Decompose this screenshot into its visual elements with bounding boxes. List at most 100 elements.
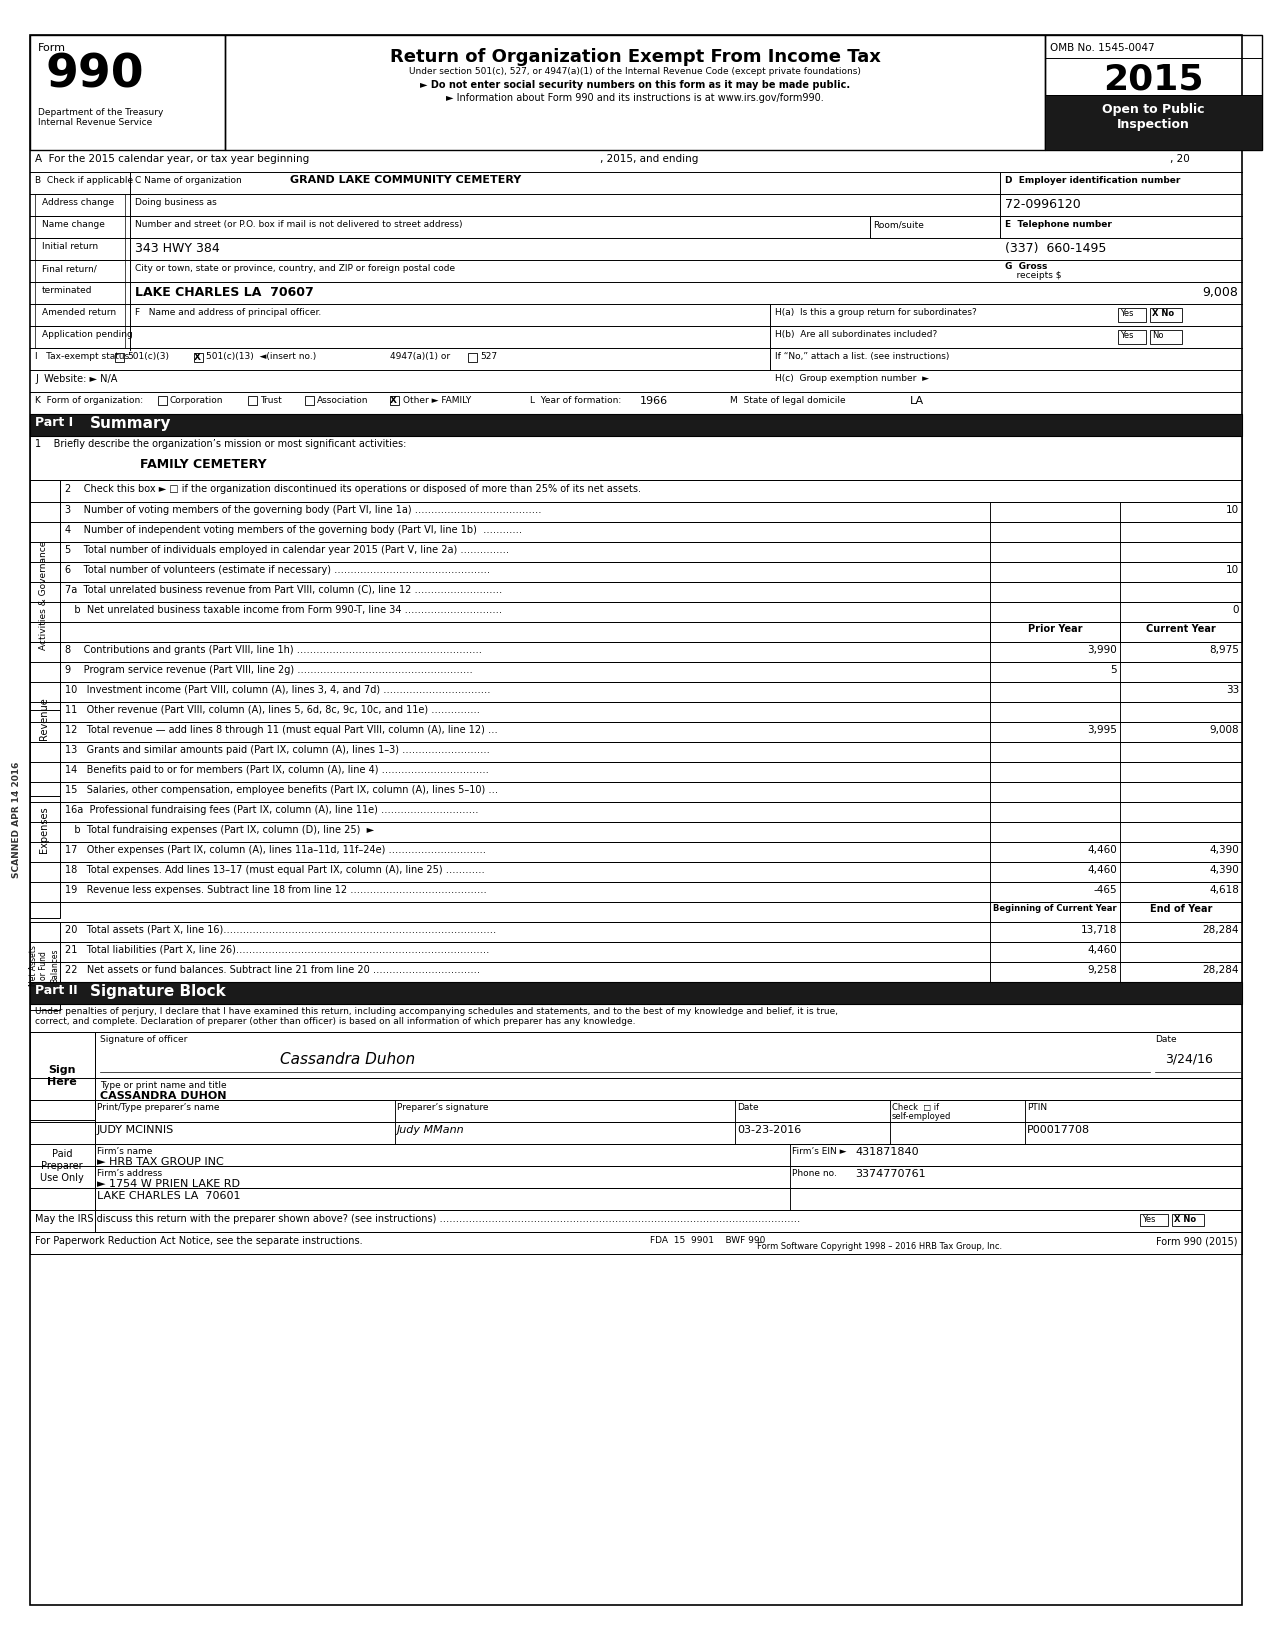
Text: 15   Salaries, other compensation, employee benefits (Part IX, column (A), lines: 15 Salaries, other compensation, employe… — [65, 786, 499, 796]
Text: City or town, state or province, country, and ZIP or foreign postal code: City or town, state or province, country… — [135, 264, 455, 273]
Text: 72-0996120: 72-0996120 — [1005, 198, 1081, 211]
Bar — [990, 722, 1121, 742]
Bar — [60, 761, 990, 782]
Text: 9    Program service revenue (Part VIII, line 2g) ………………………………………………: 9 Program service revenue (Part VIII, li… — [65, 665, 473, 674]
Bar — [1025, 1100, 1241, 1121]
Bar — [790, 1166, 1241, 1188]
Bar — [1046, 34, 1262, 151]
Bar — [1121, 802, 1241, 822]
Text: 1966: 1966 — [640, 396, 668, 406]
Bar — [990, 542, 1121, 561]
Text: GRAND LAKE COMMUNITY CEMETERY: GRAND LAKE COMMUNITY CEMETERY — [290, 175, 522, 185]
Text: 7a  Total unrelated business revenue from Part VIII, column (C), line 12 …………………: 7a Total unrelated business revenue from… — [65, 584, 502, 594]
Text: 0: 0 — [1233, 606, 1239, 616]
Text: Name change: Name change — [42, 219, 104, 229]
Bar — [1140, 1215, 1168, 1226]
Bar — [248, 396, 257, 404]
Text: 18   Total expenses. Add lines 13–17 (must equal Part IX, column (A), line 25) …: 18 Total expenses. Add lines 13–17 (must… — [65, 864, 485, 876]
Bar — [225, 34, 1046, 151]
Bar — [396, 1121, 735, 1144]
Text: Initial return: Initial return — [42, 242, 98, 250]
Bar — [60, 822, 990, 841]
Text: b  Total fundraising expenses (Part IX, column (D), line 25)  ►: b Total fundraising expenses (Part IX, c… — [65, 825, 374, 835]
Text: Activities & Governance: Activities & Governance — [39, 540, 48, 650]
Bar — [990, 963, 1121, 982]
Bar — [31, 435, 1241, 480]
Bar — [31, 34, 225, 151]
Text: Paid
Preparer
Use Only: Paid Preparer Use Only — [41, 1149, 84, 1182]
Bar — [60, 841, 990, 863]
Bar — [60, 583, 990, 602]
Text: 22   Net assets or fund balances. Subtract line 21 from line 20 ……………………………: 22 Net assets or fund balances. Subtract… — [65, 964, 480, 976]
Bar — [60, 802, 990, 822]
Bar — [790, 1188, 1241, 1210]
Bar — [60, 480, 1241, 503]
Bar — [36, 282, 125, 304]
Bar — [60, 661, 990, 683]
Text: 3,990: 3,990 — [1088, 645, 1117, 655]
Bar — [1121, 522, 1241, 542]
Bar — [60, 602, 990, 622]
Text: 33: 33 — [1226, 684, 1239, 696]
Text: Part II: Part II — [36, 984, 78, 997]
Bar — [1121, 602, 1241, 622]
Text: 13   Grants and similar amounts paid (Part IX, column (A), lines 1–3) ………………………: 13 Grants and similar amounts paid (Part… — [65, 745, 490, 755]
Bar — [990, 782, 1121, 802]
Bar — [1025, 1121, 1241, 1144]
Bar — [31, 982, 1241, 1003]
Text: Sign
Here: Sign Here — [47, 1066, 76, 1087]
Bar — [36, 216, 125, 237]
Text: -465: -465 — [1094, 886, 1117, 895]
Text: 28,284: 28,284 — [1202, 925, 1239, 935]
Text: 16a  Professional fundraising fees (Part IX, column (A), line 11e) …………………………: 16a Professional fundraising fees (Part … — [65, 805, 478, 815]
Text: H(b)  Are all subordinates included?: H(b) Are all subordinates included? — [775, 331, 937, 339]
Bar — [1121, 902, 1241, 922]
Text: 4,460: 4,460 — [1088, 945, 1117, 954]
Text: 20   Total assets (Part X, line 16)…………………………………………………………………………: 20 Total assets (Part X, line 16)…………………… — [65, 925, 496, 935]
Bar — [1121, 642, 1241, 661]
Text: G  Gross: G Gross — [1005, 262, 1047, 272]
Bar — [31, 922, 60, 1010]
Text: LAKE CHARLES LA  70601: LAKE CHARLES LA 70601 — [97, 1192, 240, 1202]
Bar — [735, 1100, 890, 1121]
Text: 3    Number of voting members of the governing body (Part VI, line 1a) ………………………: 3 Number of voting members of the govern… — [65, 504, 542, 516]
Text: receipts $: receipts $ — [1005, 272, 1062, 280]
Bar — [158, 396, 167, 404]
Text: LA: LA — [909, 396, 925, 406]
Text: X: X — [391, 396, 397, 404]
Text: F   Name and address of principal officer.: F Name and address of principal officer. — [135, 308, 322, 318]
Bar — [1121, 761, 1241, 782]
Text: Prior Year: Prior Year — [1028, 624, 1082, 634]
Bar — [31, 1100, 95, 1233]
Text: 03-23-2016: 03-23-2016 — [736, 1125, 801, 1134]
Bar — [990, 742, 1121, 761]
Text: Amended return: Amended return — [42, 308, 116, 318]
Bar — [1121, 661, 1241, 683]
Text: Revenue: Revenue — [39, 697, 50, 740]
Text: 3/24/16: 3/24/16 — [1165, 1053, 1213, 1066]
Bar — [31, 1233, 1241, 1254]
Bar — [60, 683, 990, 702]
Text: FAMILY CEMETERY: FAMILY CEMETERY — [140, 458, 267, 471]
Bar — [195, 354, 204, 362]
Text: Net Assets
or Fund
Balances: Net Assets or Fund Balances — [29, 946, 59, 987]
Text: End of Year: End of Year — [1150, 904, 1212, 913]
Text: OMB No. 1545-0047: OMB No. 1545-0047 — [1049, 43, 1155, 52]
Bar — [95, 1188, 790, 1210]
Text: 2015: 2015 — [1103, 62, 1203, 97]
Text: 9,008: 9,008 — [1210, 725, 1239, 735]
Bar — [1121, 882, 1241, 902]
Bar — [990, 561, 1121, 583]
Text: Doing business as: Doing business as — [135, 198, 216, 206]
Text: Summary: Summary — [90, 416, 172, 431]
Bar — [60, 782, 990, 802]
Bar — [95, 1166, 790, 1188]
Text: L  Year of formation:: L Year of formation: — [530, 396, 621, 404]
Text: Open to Public
Inspection: Open to Public Inspection — [1102, 103, 1205, 131]
Bar — [1121, 561, 1241, 583]
Bar — [1118, 331, 1146, 344]
Bar — [1121, 922, 1241, 941]
Text: Corporation: Corporation — [170, 396, 224, 404]
Text: I   Tax-exempt status:: I Tax-exempt status: — [36, 352, 132, 362]
Text: Department of the Treasury: Department of the Treasury — [38, 108, 163, 116]
